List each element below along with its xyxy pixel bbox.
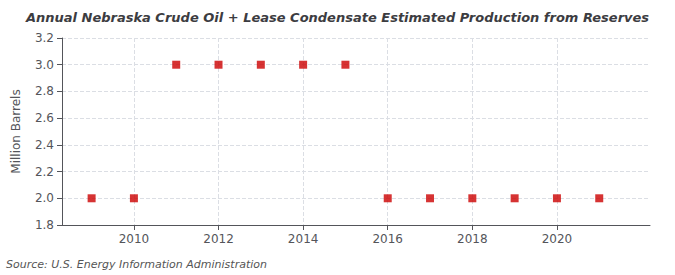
svg-text:2018: 2018 (457, 232, 488, 246)
svg-text:2012: 2012 (203, 232, 234, 246)
svg-text:2.8: 2.8 (35, 84, 54, 98)
svg-text:2.6: 2.6 (35, 111, 54, 125)
svg-text:Source: U.S. Energy Informatio: Source: U.S. Energy Information Administ… (6, 258, 267, 271)
svg-text:2016: 2016 (372, 232, 403, 246)
svg-text:3.2: 3.2 (35, 31, 54, 45)
svg-text:2.0: 2.0 (35, 191, 54, 205)
svg-text:2.4: 2.4 (35, 138, 54, 152)
svg-text:2.2: 2.2 (35, 165, 54, 179)
svg-text:1.8: 1.8 (35, 218, 54, 232)
svg-text:2020: 2020 (542, 232, 573, 246)
svg-text:3.0: 3.0 (35, 58, 54, 72)
svg-text:2014: 2014 (288, 232, 319, 246)
svg-text:Annual Nebraska Crude Oil + Le: Annual Nebraska Crude Oil + Lease Conden… (25, 10, 649, 25)
svg-text:2010: 2010 (119, 232, 150, 246)
svg-text:Million Barrels: Million Barrels (9, 89, 23, 173)
